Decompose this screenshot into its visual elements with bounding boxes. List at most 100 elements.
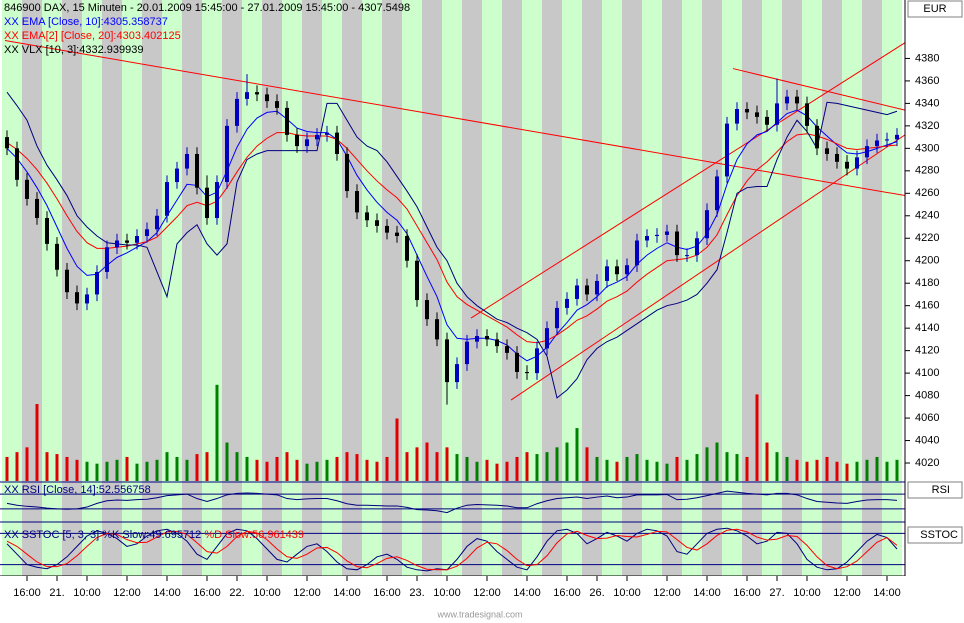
- hour-stripe: [522, 0, 542, 576]
- x-tick-label: 22.: [229, 587, 244, 599]
- volume-bar: [425, 442, 429, 481]
- candle-body: [395, 232, 399, 237]
- hour-stripe: [162, 0, 182, 576]
- volume-bar: [375, 461, 379, 481]
- volume-bar: [575, 428, 579, 481]
- x-tick-label: 10:00: [793, 587, 821, 599]
- candle-body: [615, 266, 619, 275]
- volume-bar: [775, 452, 779, 481]
- y-tick-label: 4180: [915, 277, 939, 289]
- trend-line: [470, 42, 906, 319]
- volume-bar: [185, 459, 189, 481]
- y-tick-label: 4360: [915, 75, 939, 87]
- candle-body: [75, 292, 79, 304]
- hour-stripe: [682, 0, 702, 576]
- sstoc-box: [907, 526, 963, 544]
- candle-body: [735, 109, 739, 124]
- candle-body: [475, 336, 479, 342]
- candle-body: [605, 266, 609, 281]
- candle-body: [545, 328, 549, 349]
- x-tick-label: 12:00: [833, 587, 861, 599]
- unit-box: [907, 0, 963, 18]
- hour-stripe: [442, 0, 462, 576]
- candle-body: [535, 348, 539, 374]
- candle-body: [555, 307, 559, 329]
- volume-bar: [145, 461, 149, 481]
- volume-bar: [235, 452, 239, 481]
- volume-bar: [475, 461, 479, 481]
- x-tick-label: 10:00: [613, 587, 641, 599]
- candle-body: [295, 134, 299, 147]
- y-tick-label: 4020: [915, 457, 939, 469]
- volume-bar: [525, 452, 529, 481]
- hour-stripe: [842, 0, 862, 576]
- candle-body: [495, 339, 499, 347]
- volume-bar: [295, 459, 299, 481]
- candle-body: [505, 346, 509, 353]
- volume-bar: [445, 447, 449, 481]
- volume-bar: [665, 463, 669, 481]
- candle-body: [225, 125, 229, 183]
- volume-bar: [865, 459, 869, 481]
- candle-body: [95, 271, 99, 295]
- hour-stripe: [482, 0, 502, 576]
- candle-body: [855, 157, 859, 169]
- candle-body: [695, 238, 699, 256]
- candle-body: [865, 146, 869, 158]
- hour-stripe: [62, 0, 82, 576]
- volume-bar: [555, 447, 559, 481]
- candle-body: [425, 300, 429, 320]
- hour-stripe: [222, 0, 242, 576]
- candle-body: [895, 134, 899, 140]
- x-tick-label: 12:00: [653, 587, 681, 599]
- candle-body: [15, 148, 19, 180]
- volume-bar: [875, 456, 879, 481]
- hour-stripe: [822, 0, 842, 576]
- volume-bar: [155, 459, 159, 481]
- chart-title: 846900 DAX, 15 Minuten - 20.01.2009 15:4…: [4, 2, 410, 14]
- volume-bar: [745, 456, 749, 481]
- candle-body: [775, 103, 779, 125]
- volume-bar: [495, 463, 499, 481]
- sstoc-title: XX SSTOC [5, 3, 3] %K Slow:49.695712 %D …: [4, 529, 304, 541]
- indicator-line: [6, 109, 898, 362]
- volume-bar: [605, 459, 609, 481]
- candle-body: [265, 94, 269, 102]
- volume-bar: [655, 461, 659, 481]
- volume-bar: [855, 461, 859, 481]
- volume-bar: [265, 461, 269, 481]
- candle-body: [205, 187, 209, 219]
- hour-stripe: [742, 0, 762, 576]
- volume-bar: [175, 456, 179, 481]
- x-tick-label: 16:00: [13, 587, 41, 599]
- candle-body: [645, 236, 649, 241]
- hour-stripe: [102, 0, 122, 576]
- candle-body: [575, 285, 579, 299]
- y-tick-label: 4120: [915, 345, 939, 357]
- y-tick-label: 4280: [915, 165, 939, 177]
- candle-body: [305, 139, 309, 147]
- volume-bar: [85, 461, 89, 481]
- y-tick-label: 4340: [915, 97, 939, 109]
- volume-bar: [735, 454, 739, 481]
- candle-body: [765, 116, 769, 125]
- volume-bar: [645, 459, 649, 481]
- legend-entry: XX EMA[2] [Close, 20]:4303.402125: [4, 30, 181, 42]
- candle-body: [745, 109, 749, 113]
- y-tick-label: 4060: [915, 412, 939, 424]
- y-tick-label: 4320: [915, 120, 939, 132]
- volume-bar: [215, 384, 219, 481]
- candle-body: [795, 96, 799, 104]
- axis-panel: [905, 0, 964, 623]
- candle-body: [115, 240, 119, 248]
- candle-body: [215, 182, 219, 219]
- candle-body: [105, 247, 109, 272]
- hour-stripe: [282, 0, 302, 576]
- x-tick-label: 14:00: [873, 587, 901, 599]
- volume-bar: [695, 454, 699, 481]
- hour-stripe: [322, 0, 342, 576]
- volume-bar: [585, 447, 589, 481]
- candle-body: [835, 153, 839, 162]
- candle-body: [45, 218, 49, 244]
